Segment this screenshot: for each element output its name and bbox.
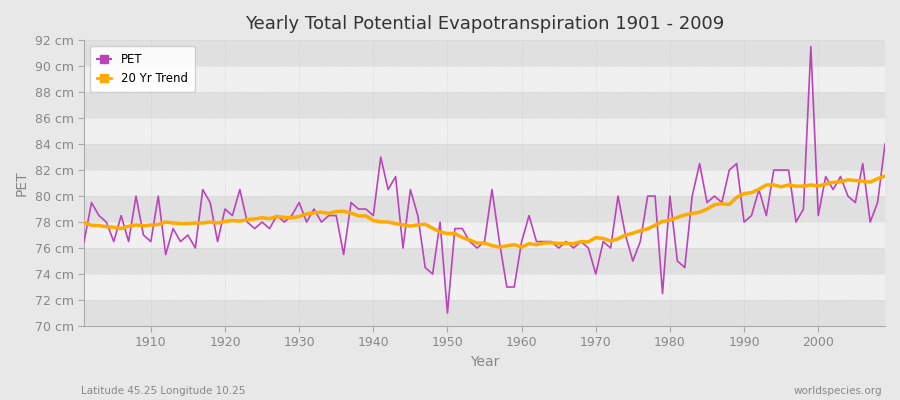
Text: Latitude 45.25 Longitude 10.25: Latitude 45.25 Longitude 10.25 xyxy=(81,386,246,396)
Title: Yearly Total Potential Evapotranspiration 1901 - 2009: Yearly Total Potential Evapotranspiratio… xyxy=(245,15,724,33)
Text: worldspecies.org: worldspecies.org xyxy=(794,386,882,396)
Bar xyxy=(84,40,885,66)
Bar xyxy=(84,144,885,170)
Bar xyxy=(84,196,885,222)
Bar xyxy=(84,300,885,326)
Bar xyxy=(84,92,885,118)
Legend: PET, 20 Yr Trend: PET, 20 Yr Trend xyxy=(90,46,194,92)
X-axis label: Year: Year xyxy=(470,355,500,369)
Bar xyxy=(84,248,885,274)
Y-axis label: PET: PET xyxy=(15,170,29,196)
